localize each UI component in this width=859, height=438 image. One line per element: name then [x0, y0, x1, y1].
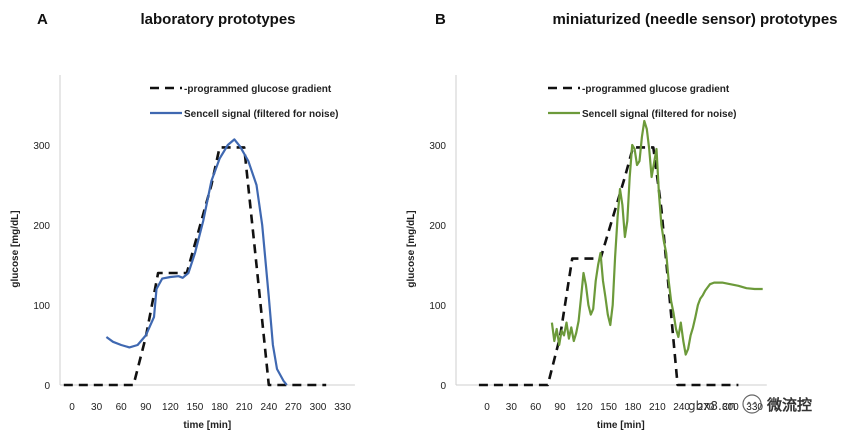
x-tick-label: 210	[236, 402, 253, 413]
y-tick-label: 200	[33, 221, 50, 232]
sencell-signal-line	[550, 119, 763, 356]
legend-entry: Sencell signal (filtered for noise)	[582, 109, 736, 120]
x-tick-label: 180	[211, 402, 228, 413]
x-tick-label: 30	[506, 402, 518, 413]
x-tick-label: 180	[625, 402, 642, 413]
x-tick-label: 300	[310, 402, 327, 413]
x-tick-label: 210	[649, 402, 666, 413]
x-tick-label: 30	[91, 402, 103, 413]
panel-letter: B	[435, 11, 446, 28]
x-tick-label: 60	[116, 402, 128, 413]
x-tick-label: 330	[334, 402, 351, 413]
programmed-gradient-line	[478, 146, 739, 387]
legend-entry: Sencell signal (filtered for noise)	[184, 109, 338, 120]
y-tick-label: 0	[44, 381, 50, 392]
sencell-signal-line	[105, 138, 288, 386]
y-tick-label: 100	[429, 301, 446, 312]
chart-title: miniaturized (needle sensor) prototypes	[552, 11, 837, 28]
y-tick-label: 300	[33, 141, 50, 152]
programmed-gradient-line	[63, 146, 327, 387]
y-axis-label: glucose [mg/dL]	[10, 210, 21, 287]
y-axis-label: glucose [mg/dL]	[406, 210, 417, 287]
wechat-icon-eye	[747, 401, 751, 405]
wechat-icon	[742, 394, 762, 414]
x-axis-label: time [min]	[597, 420, 645, 431]
y-tick-label: 100	[33, 301, 50, 312]
x-tick-label: 0	[69, 402, 75, 413]
y-tick-label: 200	[429, 221, 446, 232]
x-tick-label: 270	[285, 402, 302, 413]
x-tick-label: 60	[530, 402, 542, 413]
x-tick-label: 330	[746, 402, 763, 413]
x-tick-label: 90	[140, 402, 152, 413]
x-tick-label: 150	[600, 402, 617, 413]
x-axis-label: time [min]	[183, 420, 231, 431]
chart-title: laboratory prototypes	[140, 11, 295, 28]
x-tick-label: 120	[162, 402, 179, 413]
panel-letter: A	[37, 11, 48, 28]
x-tick-label: 90	[554, 402, 566, 413]
x-tick-label: 240	[673, 402, 690, 413]
x-tick-label: 240	[260, 402, 277, 413]
legend-entry: -programmed glucose gradient	[582, 84, 730, 95]
x-tick-label: 300	[722, 402, 739, 413]
watermark: gbx8.cn 微流控	[688, 394, 812, 414]
y-tick-label: 0	[440, 381, 446, 392]
x-tick-label: 150	[187, 402, 204, 413]
watermark-site: gbx8.cn	[688, 399, 736, 413]
x-tick-label: 0	[484, 402, 490, 413]
y-tick-label: 300	[429, 141, 446, 152]
x-tick-label: 120	[576, 402, 593, 413]
x-tick-label: 270	[698, 402, 715, 413]
legend-entry: -programmed glucose gradient	[184, 84, 332, 95]
watermark-brand: 微流控	[766, 396, 812, 414]
wechat-icon-eye	[753, 401, 757, 405]
